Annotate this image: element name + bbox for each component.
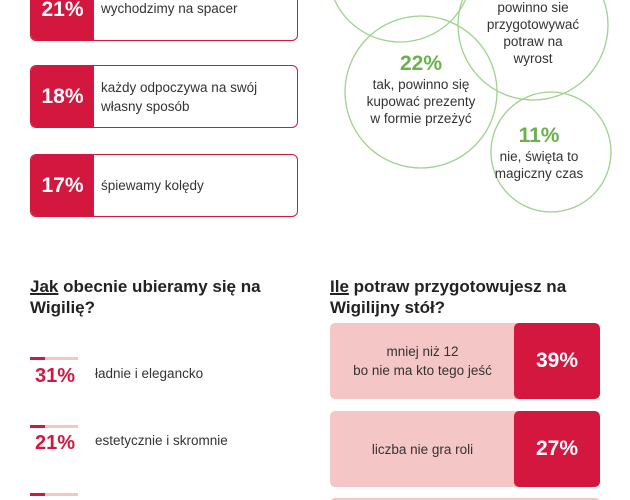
bar-fill xyxy=(30,425,45,428)
activity-value: 17% xyxy=(31,155,94,216)
heading-text: potraw przygotowujesz na xyxy=(348,277,567,296)
activity-label: śpiewamy kolędy xyxy=(101,155,204,216)
section-heading: Jak obecnie ubieramy się na Wigilię? xyxy=(30,276,261,318)
opinion: 11% nie, święta to magiczny czas xyxy=(469,124,609,182)
dishes-box xyxy=(330,498,600,500)
activity-label: wychodzimy na spacer xyxy=(101,0,238,40)
activity-value: 21% xyxy=(31,0,94,40)
text-line: śpiewamy kolędy xyxy=(101,178,204,193)
bar-fill xyxy=(30,493,45,496)
dishes-box: mniej niż 12 bo nie ma kto tego jeść 39% xyxy=(330,323,600,399)
circle xyxy=(344,15,498,169)
text-line: własny sposób xyxy=(101,98,190,114)
heading-word: Jak xyxy=(30,277,59,296)
dishes-value: 27% xyxy=(514,411,600,487)
activity-box: 21% wychodzimy na spacer xyxy=(30,0,298,41)
opinion-value: 22% xyxy=(399,52,443,75)
bar-track xyxy=(30,425,78,428)
clothing-value: 31% xyxy=(35,365,76,387)
circle xyxy=(490,91,612,213)
activity-label: każdy odpoczywa na swój własny sposób xyxy=(101,66,257,127)
text-line: nie, święta to xyxy=(499,149,579,164)
text-line: wyrost xyxy=(513,51,553,66)
dishes-label: liczba nie gra roli xyxy=(330,411,515,487)
heading-text: Wigilię? xyxy=(30,298,96,317)
heading-word: Ile xyxy=(330,277,349,296)
bar-track xyxy=(30,357,78,360)
dishes-label: mniej niż 12 bo nie ma kto tego jeść xyxy=(330,323,515,399)
text-line: potraw na xyxy=(503,34,563,49)
clothing-label: estetycznie i skromnie xyxy=(95,433,228,448)
heading-text: obecnie ubieramy się na xyxy=(58,277,261,296)
text-line: magiczny czas xyxy=(494,166,584,181)
activity-value: 18% xyxy=(31,66,94,127)
text-line: mniej niż 12 xyxy=(386,344,459,359)
bar-fill xyxy=(30,357,45,360)
text-line: przygotowywać xyxy=(486,17,580,32)
text-line: powinno sie xyxy=(497,0,569,15)
opinion: powinno sie przygotowywać potraw na wyro… xyxy=(463,0,603,67)
bar-track xyxy=(30,493,78,496)
clothing-label: ładnie i elegancko xyxy=(95,366,204,381)
text-line: kupować prezenty xyxy=(366,94,476,109)
clothing-value: 21% xyxy=(35,432,76,454)
text-line: każdy odpoczywa na swój xyxy=(101,79,258,95)
heading-text: Wigilijny stół? xyxy=(330,298,446,317)
opinion: 22% tak, powinno się kupować prezenty w … xyxy=(351,52,491,127)
text-line: wychodzimy na spacer xyxy=(101,1,238,16)
dishes-value: 39% xyxy=(514,323,600,399)
circle xyxy=(333,0,467,43)
activity-box: 17% śpiewamy kolędy xyxy=(30,154,298,217)
section-heading: Ile potraw przygotowujesz na Wigilijny s… xyxy=(330,276,566,318)
activity-box: 18% każdy odpoczywa na swój własny sposób xyxy=(30,65,298,128)
dishes-box: liczba nie gra roli 27% xyxy=(330,411,600,487)
text-line: w formie przeżyć xyxy=(370,111,472,126)
text-line: tak, powinno się xyxy=(372,77,470,92)
text-line: liczba nie gra roli xyxy=(371,441,474,457)
opinion-value: 11% xyxy=(518,124,560,147)
text-line: bo nie ma kto tego jeść xyxy=(353,363,492,378)
